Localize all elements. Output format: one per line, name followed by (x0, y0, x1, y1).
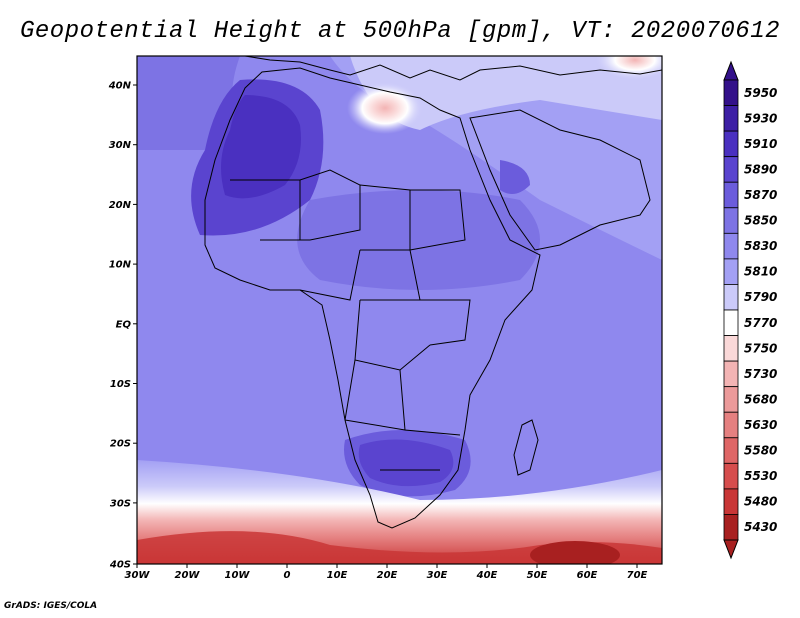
colorbar-swatch (723, 411, 739, 439)
colorbar-label: 5480 (744, 495, 777, 509)
field-sahara-core (221, 95, 301, 199)
lon-label: 60E (577, 570, 598, 581)
lon-label: 10W (225, 570, 251, 581)
lon-label: 30E (427, 570, 448, 581)
lat-label: EQ (116, 319, 132, 330)
lat-label: 40S (109, 560, 131, 571)
colorbar-swatch (723, 207, 739, 234)
borders (230, 169, 471, 471)
lat-label: 30N (109, 140, 132, 151)
lon-label: 20W (175, 570, 201, 581)
colorbar-label: 5950 (744, 86, 777, 100)
colorbar-swatch (723, 386, 739, 413)
colorbar-label: 5790 (744, 290, 777, 304)
colorbar-label: 5910 (744, 137, 777, 151)
field-med-low (347, 82, 423, 134)
lon-label: 0 (284, 570, 291, 581)
lon-label: 50E (527, 570, 548, 581)
plot-frame (136, 55, 663, 565)
lat-label: 20N (109, 200, 132, 211)
lon-label: 40E (476, 570, 498, 581)
africa-coast (204, 67, 541, 529)
lon-label: 10E (327, 570, 348, 581)
map-title: Geopotential Height at 500hPa [gpm], VT:… (19, 18, 781, 45)
field-med-band (350, 56, 662, 130)
colorbar-label: 5750 (744, 341, 777, 355)
colorbar-swatch (723, 514, 739, 541)
colorbar-label: 5890 (744, 162, 777, 176)
lat-label: 40N (108, 81, 132, 92)
europe (244, 56, 662, 81)
colorbar-label: 5680 (744, 392, 777, 406)
colorbar-swatch (723, 105, 739, 132)
lon-label: 30W (125, 570, 151, 581)
colorbar: 5950 5930 5910 5890 5870 5850 5830 5810 5790 5770… (723, 60, 777, 560)
colorbar-swatch (723, 156, 739, 183)
colorbar-swatch (723, 462, 739, 490)
colorbar-label: 5770 (744, 316, 777, 330)
lon-axis: 30W 20W 10W 0 10E 20E 30E 40E 50E 60E 70E (125, 564, 648, 581)
colorbar-label: 5730 (744, 367, 777, 381)
arabia (469, 109, 651, 251)
colorbar-swatch (723, 181, 739, 209)
field-ne-low (595, 56, 662, 80)
madagascar (513, 419, 539, 476)
colorbar-swatch (723, 258, 739, 285)
lat-label: 30S (110, 498, 131, 509)
colorbar-swatch (723, 360, 739, 388)
colorbar-swatch (723, 232, 739, 260)
colorbar-swatch (723, 130, 739, 158)
colorbar-bottom-arrow (723, 539, 739, 560)
colorbar-label: 5430 (744, 520, 777, 534)
colorbar-label: 5580 (744, 444, 777, 458)
colorbar-label: 5810 (744, 265, 777, 279)
colorbar-label: 5630 (744, 418, 777, 432)
coastlines (204, 56, 662, 529)
colorbar-label: 5870 (744, 188, 777, 202)
colorbar-label: 5530 (744, 469, 777, 483)
colorbar-label: 5830 (744, 239, 777, 253)
colorbar-swatch (723, 309, 739, 336)
lat-label: 10S (110, 379, 131, 390)
field-kalahari-core (358, 439, 454, 487)
height-field (137, 56, 662, 564)
lat-label: 20S (110, 439, 131, 450)
field-southern-core (530, 541, 620, 564)
field-sahel-band (297, 190, 540, 290)
colorbar-swatch (723, 335, 739, 362)
field-arabia-blob (500, 160, 530, 194)
grads-credit: GrADS: IGES/COLA (4, 601, 98, 611)
colorbar-label: 5930 (744, 111, 777, 125)
colorbar-swatch (723, 488, 739, 515)
colorbar-top-arrow (723, 60, 739, 81)
colorbar-swatch (723, 79, 739, 106)
lat-axis: 40N 30N 20N 10N EQ 10S 20S 30S 40S (108, 81, 137, 571)
colorbar-swatch (723, 284, 739, 311)
lat-label: 10N (109, 260, 132, 271)
lon-label: 20E (377, 570, 398, 581)
lon-label: 70E (627, 570, 648, 581)
colorbar-label: 5850 (744, 214, 777, 228)
colorbar-swatch (723, 437, 739, 464)
